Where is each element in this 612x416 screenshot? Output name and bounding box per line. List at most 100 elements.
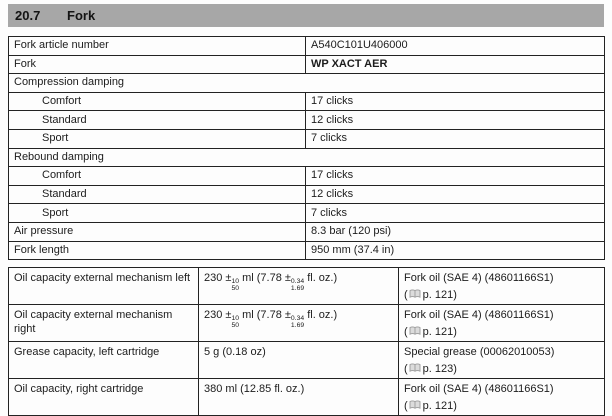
table-row: Standard 12 clicks xyxy=(8,110,605,130)
fluid-label-cell: Oil capacity, right cartridge xyxy=(8,378,199,416)
fluid-spec-cell: Special grease (00062010053) (p. 123) xyxy=(398,341,605,380)
spec-value: 950 mm (37.4 in) xyxy=(311,243,395,256)
fluid-label: Oil capacity external mechanism left xyxy=(14,272,191,285)
spec-label-cell: Fork xyxy=(8,54,306,75)
spec-label: Sport xyxy=(42,132,69,145)
book-icon xyxy=(409,400,421,410)
spec-value: 7 clicks xyxy=(311,132,348,145)
book-icon xyxy=(409,363,421,373)
spec-label-cell: Standard xyxy=(8,110,306,130)
table-row: Comfort 17 clicks xyxy=(8,91,605,112)
spec-value: 7 clicks xyxy=(311,206,348,219)
section-title: Fork xyxy=(67,8,96,23)
spec-label-cell: Air pressure xyxy=(8,221,306,242)
fluid-quantity-cell: 5 g (0.18 oz) xyxy=(198,341,399,380)
spec-value-cell: 7 clicks xyxy=(305,203,605,223)
tolerance-stack: 0.34 1.69 xyxy=(290,315,305,329)
spec-value: 12 clicks xyxy=(311,188,354,201)
quantity-value: 5 g (0.18 oz) xyxy=(204,346,266,359)
spec-label-cell: Comfort xyxy=(8,91,306,112)
fluid-spec-cell: Fork oil (SAE 4) (48601166S1) (p. 121) xyxy=(398,378,605,416)
table-row: Fork length 950 mm (37.4 in) xyxy=(8,240,605,261)
table-row: Standard 12 clicks xyxy=(8,184,605,205)
book-icon xyxy=(409,326,421,336)
table-row: Air pressure 8.3 bar (120 psi) xyxy=(8,221,605,242)
spec-value-cell: WP XACT AER xyxy=(305,54,605,75)
spec-label-cell: Sport xyxy=(8,203,306,223)
page-reference: (p. 123) xyxy=(404,363,457,376)
spec-value: 12 clicks xyxy=(311,113,354,126)
spec-value: A540C101U406000 xyxy=(311,39,408,52)
spec-label: Standard xyxy=(42,113,87,126)
spec-value-cell: 17 clicks xyxy=(305,91,605,112)
book-icon xyxy=(409,289,421,299)
spec-label: Fork length xyxy=(14,243,70,256)
tolerance-stack: 10 50 xyxy=(231,278,240,292)
manual-page: 20.7 Fork Fork article number A540C101U4… xyxy=(8,4,605,416)
fluid-spec: Fork oil (SAE 4) (48601166S1) xyxy=(404,383,554,396)
spec-label: Air pressure xyxy=(14,225,74,238)
spec-label: Comfort xyxy=(42,169,82,182)
spec-value: 17 clicks xyxy=(311,95,354,108)
spec-value: 17 clicks xyxy=(311,169,354,182)
table-row: Grease capacity, left cartridge 5 g (0.1… xyxy=(8,341,605,380)
fluid-spec: Fork oil (SAE 4) (48601166S1) xyxy=(404,272,554,285)
spec-label-cell: Fork article number xyxy=(8,36,306,56)
spec-label-cell: Standard xyxy=(8,184,306,205)
spec-label: Standard xyxy=(42,188,87,201)
spec-value-cell: 950 mm (37.4 in) xyxy=(305,240,605,261)
spec-value-cell: 8.3 bar (120 psi) xyxy=(305,221,605,242)
page-reference: (p. 121) xyxy=(404,289,457,302)
section-row-label: Rebound damping xyxy=(14,150,104,163)
fluid-quantity-cell: 230 ±10 50 ml (7.78 ±0.34 1.69 fl. oz.) xyxy=(198,267,399,306)
section-header: 20.7 Fork xyxy=(8,4,604,27)
quantity-value: 230 ±10 50 ml (7.78 ±0.34 1.69 fl. oz.) xyxy=(204,272,338,292)
table-row: Rebound damping xyxy=(8,147,605,168)
spec-value-cell: 12 clicks xyxy=(305,110,605,130)
fluid-label: Oil capacity external mechanism right xyxy=(14,309,173,336)
spec-label: Fork article number xyxy=(14,39,109,52)
table-row: Comfort 17 clicks xyxy=(8,166,605,186)
fluid-spec: Fork oil (SAE 4) (48601166S1) xyxy=(404,309,554,322)
section-row-cell: Rebound damping xyxy=(8,147,605,168)
spec-label: Sport xyxy=(42,206,69,219)
spec-label: Fork xyxy=(14,57,36,70)
fluid-quantity-cell: 380 ml (12.85 fl. oz.) xyxy=(198,378,399,416)
fluid-spec-cell: Fork oil (SAE 4) (48601166S1) (p. 121) xyxy=(398,304,605,343)
tolerance-stack: 10 50 xyxy=(231,315,240,329)
fluid-label-cell: Grease capacity, left cartridge xyxy=(8,341,199,380)
spec-label-cell: Fork length xyxy=(8,240,306,261)
spec-value-cell: 7 clicks xyxy=(305,128,605,149)
section-number: 20.7 xyxy=(15,8,41,23)
table-row: Oil capacity external mechanism right 23… xyxy=(8,304,605,343)
quantity-value: 380 ml (12.85 fl. oz.) xyxy=(204,383,305,396)
fluid-label-cell: Oil capacity external mechanism right xyxy=(8,304,199,343)
fork-spec-table: Fork article number A540C101U406000 Fork… xyxy=(8,36,605,261)
spec-label: Comfort xyxy=(42,95,82,108)
fluid-label-cell: Oil capacity external mechanism left xyxy=(8,267,199,306)
section-row-cell: Compression damping xyxy=(8,73,605,93)
quantity-value: 230 ±10 50 ml (7.78 ±0.34 1.69 fl. oz.) xyxy=(204,309,338,329)
table-row: Oil capacity external mechanism left 230… xyxy=(8,267,605,306)
fluid-spec: Special grease (00062010053) xyxy=(404,346,555,359)
spec-value-cell: 12 clicks xyxy=(305,184,605,205)
spec-label-cell: Sport xyxy=(8,128,306,149)
fluid-label: Oil capacity, right cartridge xyxy=(14,383,144,396)
page-reference: (p. 121) xyxy=(404,326,457,339)
spec-value-cell: 17 clicks xyxy=(305,166,605,186)
table-row: Sport 7 clicks xyxy=(8,203,605,223)
spec-value-cell: A540C101U406000 xyxy=(305,36,605,56)
fluid-spec-cell: Fork oil (SAE 4) (48601166S1) (p. 121) xyxy=(398,267,605,306)
spec-value: 8.3 bar (120 psi) xyxy=(311,225,392,238)
table-row: Fork WP XACT AER xyxy=(8,54,605,75)
table-row: Sport 7 clicks xyxy=(8,128,605,149)
table-row: Fork article number A540C101U406000 xyxy=(8,36,605,56)
fork-fluids-table: Oil capacity external mechanism left 230… xyxy=(8,267,605,416)
table-row: Compression damping xyxy=(8,73,605,93)
table-row: Oil capacity, right cartridge 380 ml (12… xyxy=(8,378,605,416)
spec-label-cell: Comfort xyxy=(8,166,306,186)
tolerance-stack: 0.34 1.69 xyxy=(290,278,305,292)
fluid-label: Grease capacity, left cartridge xyxy=(14,346,160,359)
page-reference: (p. 121) xyxy=(404,400,457,413)
section-row-label: Compression damping xyxy=(14,76,125,89)
